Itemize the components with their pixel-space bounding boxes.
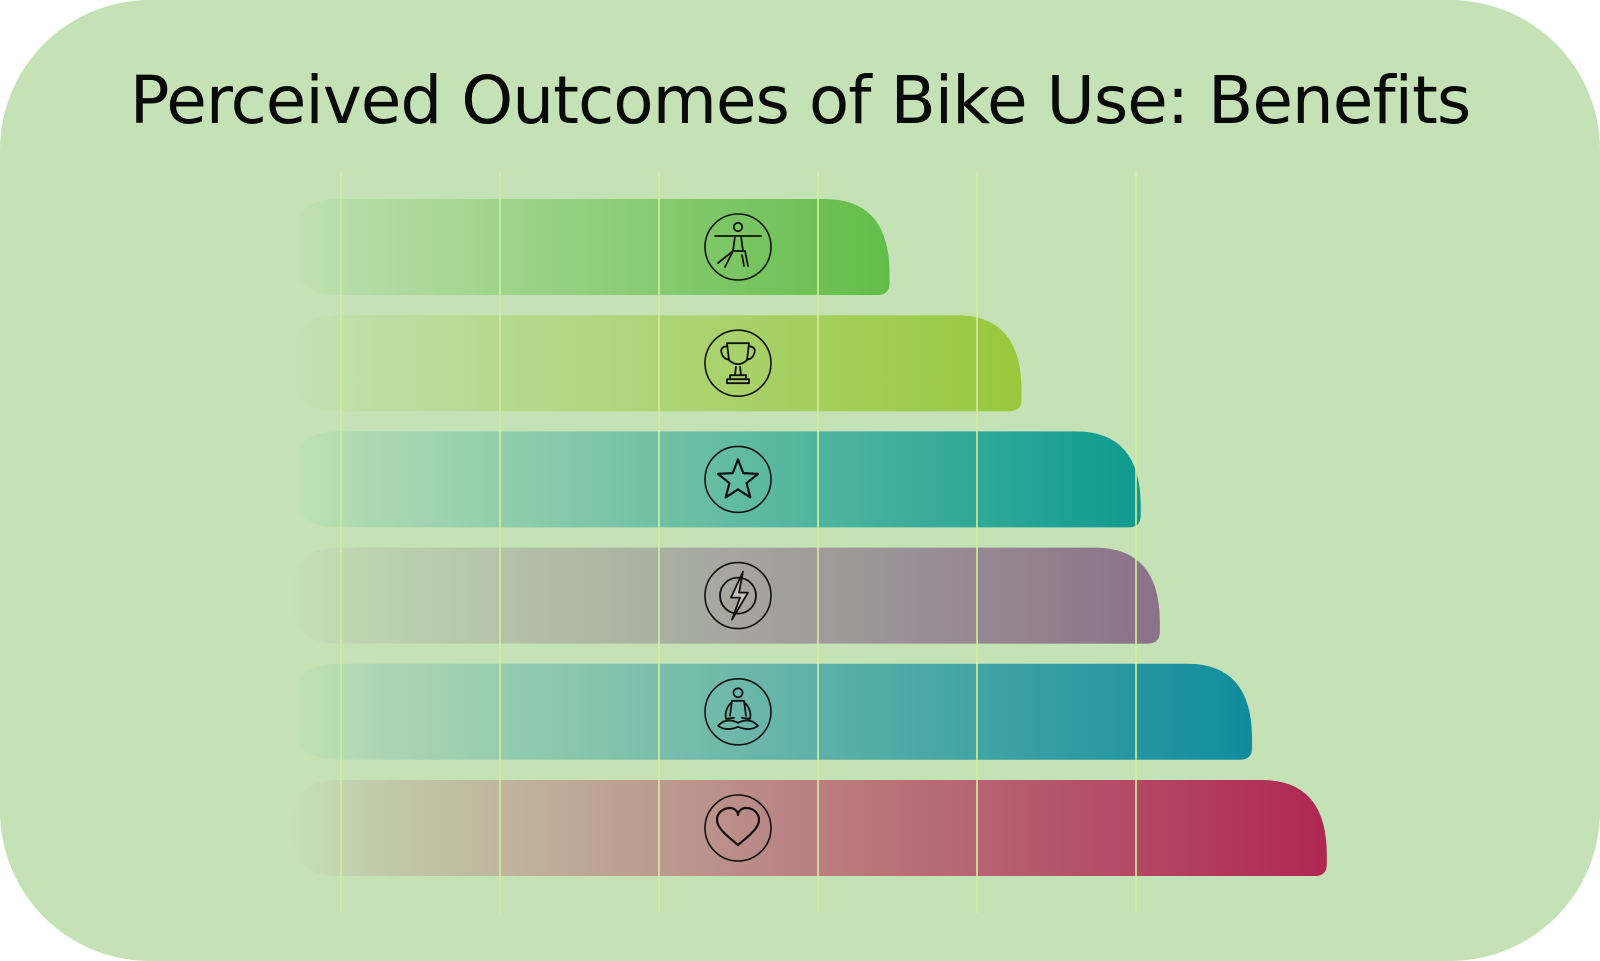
energy-icon xyxy=(704,561,772,630)
heart-icon xyxy=(704,794,772,862)
star-icon xyxy=(704,445,772,514)
bar-trophy xyxy=(290,315,1022,412)
bar-star xyxy=(290,431,1141,528)
gridlines xyxy=(340,172,1137,913)
bars xyxy=(290,199,1327,876)
bar-heart xyxy=(290,780,1327,876)
bar-icons xyxy=(704,213,772,862)
fitness-icon xyxy=(704,213,772,281)
bar-energy xyxy=(290,547,1160,644)
trophy-icon xyxy=(704,329,772,398)
chart-title: Perceived Outcomes of Bike Use: Benefits xyxy=(129,62,1471,139)
meditation-icon xyxy=(704,677,772,746)
bar-fitness xyxy=(290,199,890,295)
